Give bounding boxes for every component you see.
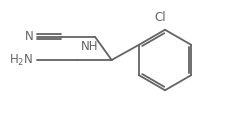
Text: H$_2$N: H$_2$N bbox=[9, 52, 33, 68]
Text: NH: NH bbox=[81, 40, 98, 54]
Text: Cl: Cl bbox=[155, 11, 166, 24]
Text: N: N bbox=[25, 30, 33, 43]
